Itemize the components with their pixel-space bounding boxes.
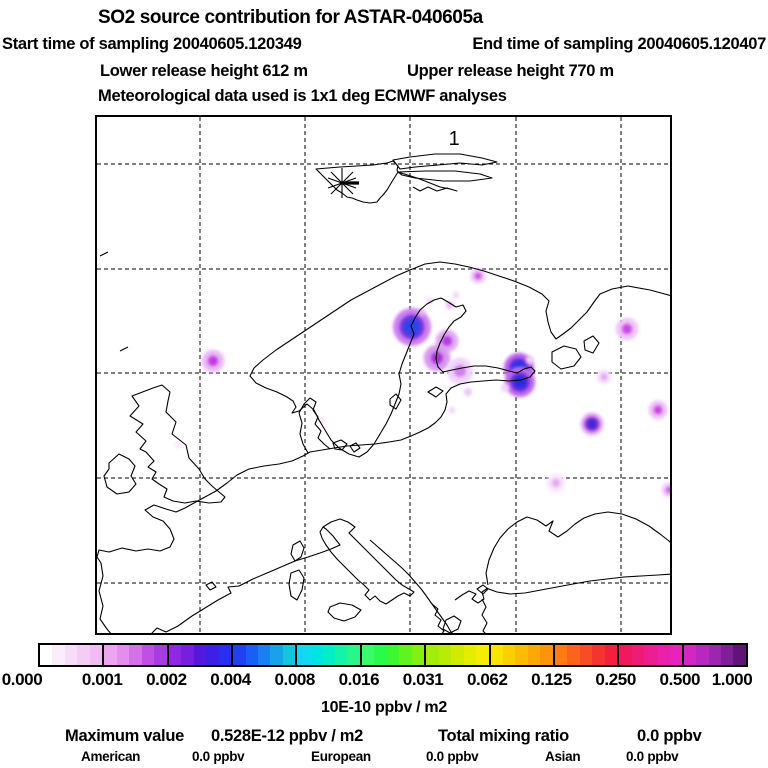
colorbar-tick: 0.004 [210,670,251,689]
colorbar-tick: 0.000 [1,670,43,689]
release-point-label: 1 [449,128,460,150]
colorbar-tick: 0.062 [466,670,508,689]
source-european-value: 0.0 ppbv [426,749,479,764]
europe-map: 1 [96,117,677,636]
page-title: SO2 source contribution for ASTAR-040605… [98,7,483,28]
colorbar-tick: 1.000 [711,670,753,689]
coastlines [96,153,673,636]
total-mixing-ratio-value: 0.0 ppbv [637,727,702,745]
start-time-text: Start time of sampling 20040605.120349 [2,35,302,53]
colorbar-tick: 0.008 [274,670,315,689]
source-asian-label: Asian [545,749,581,764]
colorbar-units-label: 10E-10 ppbv / m2 [321,699,447,716]
source-american-value: 0.0 ppbv [192,749,245,764]
map-panel: 1 [95,115,677,636]
map-gridlines [97,117,670,633]
colorbar-tick: 0.001 [81,670,123,689]
source-asian-value: 0.0 ppbv [626,749,679,764]
release-marker-asterisk-icon [327,168,359,198]
colorbar-ticks: 0.000 0.001 0.002 0.004 0.008 0.016 0.031 0.062… [0,670,768,690]
colorbar-tick: 0.002 [146,670,187,689]
colorbar-tick: 0.250 [595,670,636,689]
end-time-text: End time of sampling 20040605.120407 [472,35,766,53]
colorbar-tick: 0.500 [659,670,701,689]
upper-release-text: Upper release height 770 m [407,62,614,80]
total-mixing-ratio-label: Total mixing ratio [438,727,569,745]
so2-hotspots-layer [174,268,677,498]
colorbar-tick: 0.016 [338,670,380,689]
colorbar-tick: 0.125 [531,670,572,689]
meteo-data-text: Meteorological data used is 1x1 deg ECMW… [98,87,507,105]
colorbar-tick: 0.031 [402,670,444,689]
source-american-label: American [81,749,141,764]
max-value-label: Maximum value [65,727,184,745]
max-value-number: 0.528E-12 ppbv / m2 [211,727,364,745]
source-european-label: European [311,749,371,764]
lower-release-text: Lower release height 612 m [100,62,308,80]
colorbar [38,643,748,667]
